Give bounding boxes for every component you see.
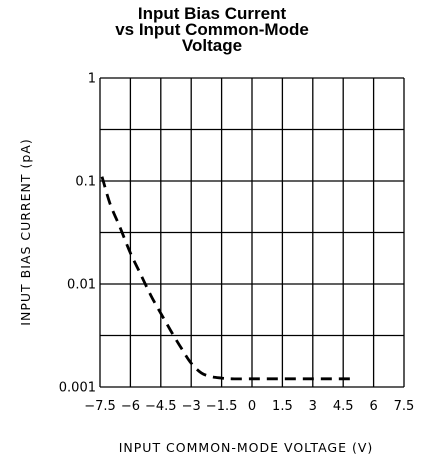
plot-grid (99, 77, 405, 388)
x-tick-label: 1.5 (272, 399, 293, 414)
x-axis-label: INPUT COMMON-MODE VOLTAGE (V) (119, 440, 374, 455)
y-tick-label: 0.001 (59, 381, 96, 396)
x-tick-label: −1.5 (206, 399, 238, 414)
x-tick-label: −4.5 (145, 399, 177, 414)
y-tick-label: 1 (88, 72, 96, 87)
chart-title-line-2: vs Input Common-Mode (115, 20, 309, 39)
x-tick-label: 4.5 (333, 399, 354, 414)
chart-title: Input Bias Current vs Input Common-Mode … (0, 4, 424, 55)
series-layer (100, 176, 354, 381)
chart-title-line-1: Input Bias Current (137, 4, 287, 23)
y-tick-label: 0.01 (67, 278, 96, 293)
x-tick-label: −6 (121, 399, 140, 414)
x-tick-label: 6 (369, 399, 377, 414)
y-axis-label: INPUT BIAS CURRENT (pA) (18, 138, 33, 325)
x-tick-label: −7.5 (84, 399, 116, 414)
x-tick-label: −3 (182, 399, 201, 414)
chart-title-line-3: Voltage (181, 36, 243, 55)
x-tick-label: 3 (309, 399, 317, 414)
y-tick-label: 0.1 (75, 175, 96, 190)
x-tick-labels: −7.5 −6 −4.5 −3 −1.5 0 1.5 3 4.5 6 7.5 (84, 399, 414, 414)
x-tick-label: 7.5 (394, 399, 415, 414)
x-tick-label: 0 (248, 399, 256, 414)
series-line (100, 176, 354, 381)
y-tick-labels: 1 0.1 0.01 0.001 (59, 72, 96, 396)
